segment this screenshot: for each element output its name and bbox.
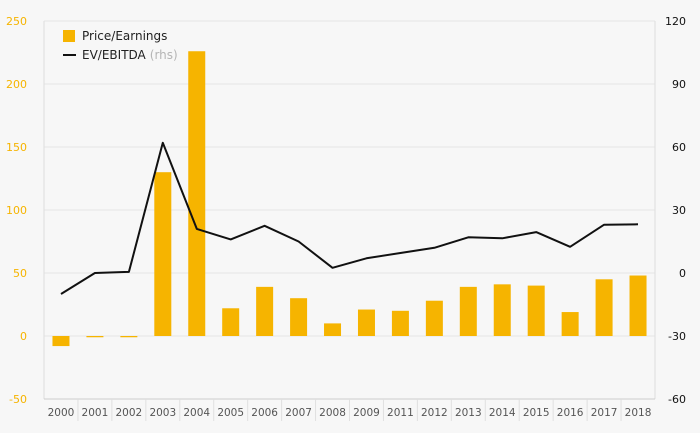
x-tick-label: 2000 — [48, 407, 75, 419]
bar-2003 — [154, 172, 172, 336]
legend-label-ev-ebitda-text: EV/EBITDA — [82, 48, 147, 62]
left-tick-label: 0 — [20, 330, 27, 343]
bar-2006 — [256, 286, 274, 336]
bar-2000 — [52, 336, 70, 347]
bar-2014 — [493, 284, 511, 336]
left-axis-ticks: -50 0 50 100 150 200 250 — [6, 15, 27, 406]
x-tick-label: 2013 — [455, 407, 482, 419]
x-tick-label: 2008 — [319, 407, 346, 419]
x-tick-label: 2009 — [353, 407, 380, 419]
x-tick-label: 2006 — [251, 407, 278, 419]
line-series-ev-ebitda — [60, 141, 639, 295]
left-tick-label: 150 — [6, 141, 27, 154]
left-tick-label: 50 — [13, 267, 27, 280]
legend-label-ev-ebitda: EV/EBITDA (rhs) — [82, 48, 178, 62]
line-ev-ebitda — [60, 141, 639, 295]
x-tick-label: 2003 — [149, 407, 176, 419]
bar-2018 — [629, 275, 647, 336]
x-tick-label: 2011 — [387, 407, 414, 419]
bar-2012 — [425, 300, 443, 336]
bar-2002 — [120, 336, 138, 338]
bar-2007 — [290, 298, 308, 336]
legend-label-price-earnings: Price/Earnings — [82, 29, 167, 43]
right-tick-label: -60 — [668, 393, 686, 406]
right-tick-label: 30 — [672, 204, 686, 217]
x-tick-label: 2007 — [285, 407, 312, 419]
left-tick-label: 200 — [6, 78, 27, 91]
x-tick-label: 2016 — [557, 407, 584, 419]
right-tick-label: -30 — [668, 330, 686, 343]
bar-2011 — [391, 310, 409, 336]
bar-series-price-earnings — [52, 51, 647, 347]
x-axis-ticks: 2000 2001 2002 2003 2004 2005 2006 2007 2008 2009… — [48, 399, 652, 421]
left-tick-label: 250 — [6, 15, 27, 28]
bar-2009 — [357, 309, 375, 336]
legend: Price/Earnings EV/EBITDA (rhs) — [63, 29, 178, 62]
bar-2016 — [561, 312, 579, 336]
x-tick-label: 2012 — [421, 407, 448, 419]
bar-2013 — [459, 286, 477, 336]
bar-2001 — [86, 336, 104, 338]
bar-2008 — [324, 323, 342, 336]
right-axis-ticks: -60 -30 0 30 60 90 120 — [665, 15, 686, 406]
x-tick-label: 2018 — [625, 407, 652, 419]
legend-swatch-price-earnings — [63, 30, 75, 42]
left-tick-label: -50 — [9, 393, 27, 406]
bar-2004 — [188, 51, 206, 337]
x-tick-label: 2001 — [82, 407, 109, 419]
right-tick-label: 120 — [665, 15, 686, 28]
left-tick-label: 100 — [6, 204, 27, 217]
x-tick-label: 2004 — [183, 407, 210, 419]
bar-2017 — [595, 279, 613, 336]
right-tick-label: 0 — [679, 267, 686, 280]
legend-label-rhs-suffix: (rhs) — [150, 48, 178, 62]
x-tick-label: 2005 — [217, 407, 244, 419]
x-tick-label: 2015 — [523, 407, 550, 419]
x-tick-label: 2014 — [489, 407, 516, 419]
gridlines — [44, 20, 655, 400]
x-tick-label: 2002 — [115, 407, 142, 419]
bar-2005 — [222, 308, 240, 336]
bar-2015 — [527, 285, 545, 336]
x-tick-label: 2017 — [591, 407, 618, 419]
right-tick-label: 90 — [672, 78, 686, 91]
right-tick-label: 60 — [672, 141, 686, 154]
